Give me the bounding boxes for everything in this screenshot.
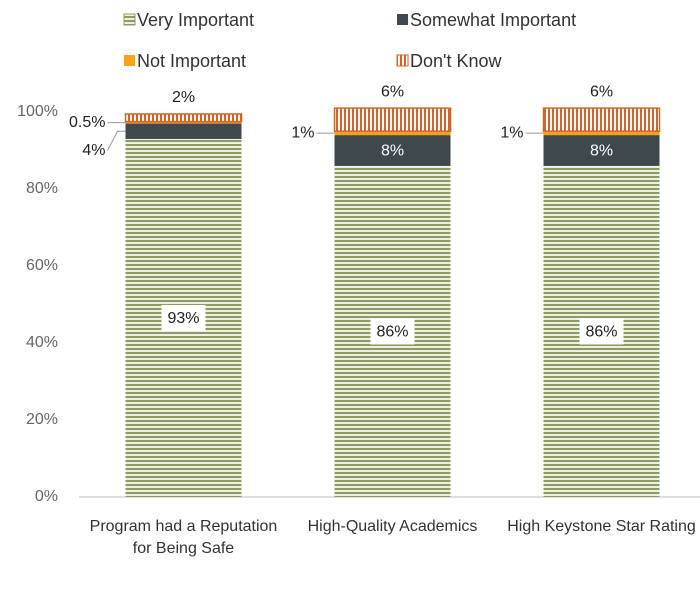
data-label: 2%	[172, 89, 195, 106]
data-label: 86%	[585, 324, 617, 341]
legend-label: Very Important	[137, 10, 254, 30]
bar-segment	[125, 121, 242, 124]
bar-segment	[543, 135, 660, 166]
x-tick-label: High Keystone Star Rating	[507, 518, 696, 535]
data-label-box	[370, 318, 415, 345]
legend-label: Don't Know	[410, 51, 502, 71]
data-label: 4%	[82, 142, 105, 159]
x-tick-label: Program had a Reputation for Being Safe	[89, 518, 278, 557]
legend-swatch	[397, 14, 408, 25]
data-label: 6%	[381, 83, 404, 100]
legend-swatch	[123, 13, 136, 26]
data-label: 8%	[381, 143, 404, 160]
data-label: 6%	[590, 83, 613, 100]
data-label: 0.5%	[69, 114, 105, 131]
data-label: 86%	[376, 324, 408, 341]
bar-segment	[542, 107, 661, 133]
legend-swatch	[396, 54, 409, 67]
y-tick-label: 80%	[26, 180, 58, 197]
legend-swatch	[124, 55, 135, 66]
bar-segment	[334, 131, 451, 136]
x-tick-label: High-Quality Academics	[307, 518, 478, 535]
data-label-box	[161, 304, 206, 331]
data-label: 8%	[590, 143, 613, 160]
data-label: 93%	[167, 310, 199, 327]
bar-segment	[543, 131, 660, 136]
bar-segment	[124, 113, 243, 123]
y-tick-label: 0%	[35, 488, 58, 505]
data-label: 1%	[291, 124, 314, 141]
data-label-box	[579, 318, 624, 345]
y-tick-label: 20%	[26, 411, 58, 428]
bar-segment	[125, 123, 242, 139]
y-tick-label: 40%	[26, 334, 58, 351]
legend-label: Somewhat Important	[410, 10, 576, 30]
y-tick-label: 100%	[17, 103, 58, 120]
bar-segment	[333, 107, 452, 133]
legend-label: Not Important	[137, 51, 246, 71]
bar-segment	[334, 135, 451, 166]
y-tick-label: 60%	[26, 257, 58, 274]
data-label: 1%	[500, 124, 523, 141]
leader-line	[107, 130, 126, 151]
